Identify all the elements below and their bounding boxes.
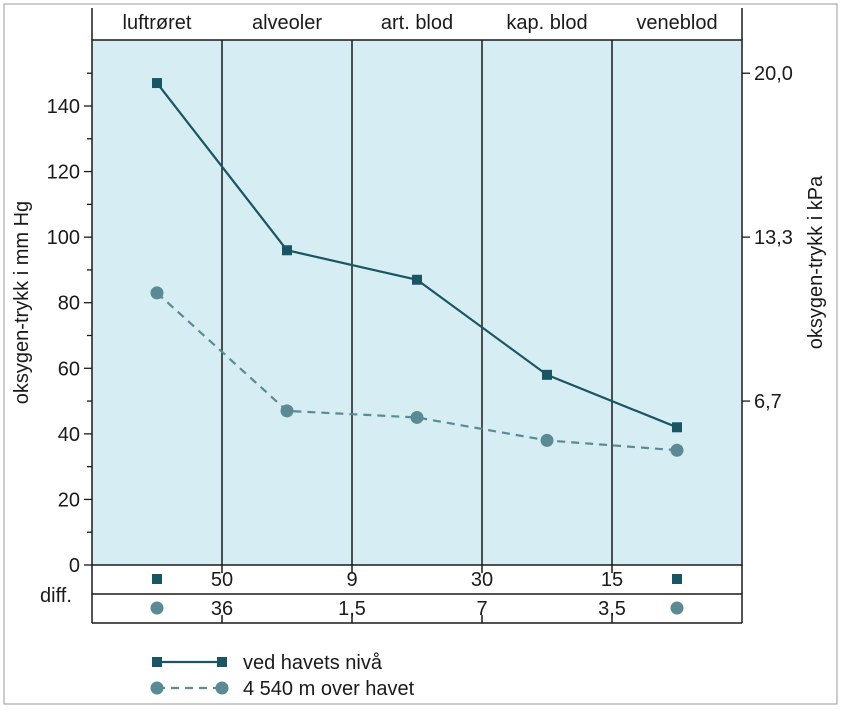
- diff-marker-circle: [150, 601, 164, 615]
- y2-tick-label: 13,3: [754, 227, 793, 249]
- diff-marker-circle: [670, 601, 684, 615]
- legend: ved havets nivå 4 540 m over havet: [150, 652, 415, 700]
- y-tick-label: 120: [47, 162, 80, 184]
- y-tick-label: 0: [69, 555, 80, 577]
- diff-value: 36: [211, 598, 233, 620]
- legend-label: 4 540 m over havet: [243, 678, 415, 700]
- data-series: [150, 78, 684, 457]
- diff-marker-square: [672, 574, 682, 584]
- legend-label: ved havets nivå: [243, 652, 383, 674]
- category-label: alveoler: [252, 12, 322, 34]
- diff-value: 30: [471, 569, 493, 591]
- plot-area: [91, 39, 743, 566]
- diff-value: 3,5: [598, 598, 626, 620]
- column-dividers: [221, 40, 613, 565]
- y-tick-label: 100: [47, 227, 80, 249]
- category-labels: luftrøret alveoler art. blod kap. blod veneb…: [123, 12, 718, 34]
- data-point-circle: [280, 404, 294, 418]
- y-axis-label: oksygen-trykk i mm Hg: [11, 201, 33, 404]
- data-point-square: [672, 422, 682, 433]
- category-label: veneblod: [636, 12, 717, 34]
- data-point-square: [542, 369, 552, 380]
- legend-marker-circle: [150, 681, 164, 695]
- category-label: luftrøret: [123, 12, 192, 34]
- diff-value: 50: [211, 569, 233, 591]
- y-tick-label: 40: [58, 424, 80, 446]
- category-label: art. blod: [381, 12, 453, 34]
- y-tick-label: 60: [58, 358, 80, 380]
- y2-axis-label: oksygen-trykk i kPa: [805, 175, 827, 349]
- diff-value: 1,5: [338, 598, 366, 620]
- series-line: [156, 292, 678, 452]
- diff-table: diff. 50 9 30 15 36 1,5 7 3,5: [40, 565, 743, 624]
- data-point-circle: [410, 410, 424, 424]
- diff-value: 9: [346, 569, 357, 591]
- data-point-square: [152, 78, 162, 89]
- legend-marker-circle: [215, 681, 229, 695]
- data-point-circle: [670, 443, 684, 457]
- y-tick-label: 80: [58, 293, 80, 315]
- y-axis-ticks: 0 20 40 60 80 100 120 140: [47, 72, 92, 577]
- data-point-square: [412, 274, 422, 285]
- y2-axis-ticks: 6,7 13,3 20,0: [742, 63, 793, 413]
- diff-value: 7: [476, 598, 487, 620]
- diff-value: 15: [601, 569, 623, 591]
- data-point-square: [282, 245, 292, 256]
- y-tick-label: 20: [58, 489, 80, 511]
- data-point-circle: [540, 433, 554, 447]
- y2-tick-label: 20,0: [754, 63, 793, 85]
- y2-tick-label: 6,7: [754, 391, 782, 413]
- data-point-circle: [150, 286, 164, 300]
- category-label: kap. blod: [506, 12, 587, 34]
- y-tick-label: 140: [47, 96, 80, 118]
- legend-marker-square: [152, 657, 162, 667]
- legend-marker-square: [217, 657, 227, 667]
- diff-label: diff.: [40, 585, 72, 607]
- diff-marker-square: [152, 574, 162, 584]
